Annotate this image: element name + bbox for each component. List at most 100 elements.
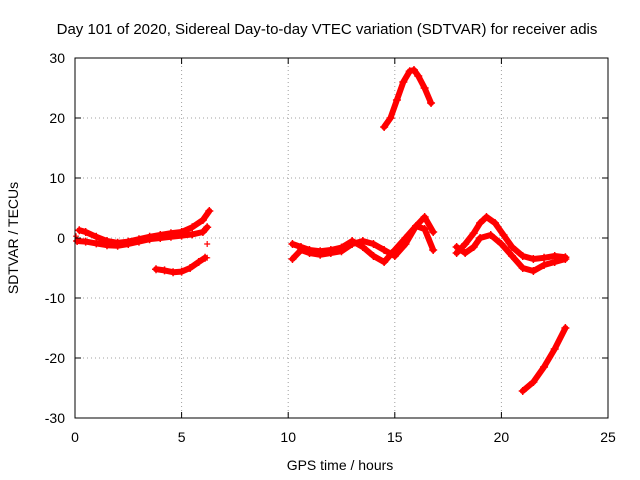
data-point (188, 230, 197, 239)
y-tick-label: 30 (49, 50, 65, 66)
data-point (518, 387, 527, 395)
data-point (550, 258, 559, 266)
data-point (124, 237, 133, 246)
data-point (529, 255, 538, 263)
data-point (427, 99, 436, 107)
data-point (288, 255, 297, 263)
data-point (160, 266, 169, 275)
data-point (529, 378, 538, 386)
data-point (540, 253, 549, 262)
data-point (497, 240, 506, 248)
data-point (409, 66, 418, 74)
data-point (194, 258, 203, 266)
data-point (169, 268, 178, 277)
data-point (399, 78, 408, 86)
data-point (386, 114, 395, 122)
data-point (288, 240, 297, 248)
data-point (469, 229, 478, 238)
y-tick-label: -10 (45, 290, 65, 306)
data-point (380, 258, 389, 266)
data-point (476, 234, 485, 242)
data-point (81, 237, 90, 246)
data-point (166, 229, 175, 238)
data-point (305, 246, 314, 254)
data-point (75, 226, 84, 235)
data-point (461, 240, 470, 248)
data-point (156, 231, 165, 239)
data-point (81, 228, 90, 236)
axis-ticks: 0 5 10 15 20 25 -30 -20 -10 0 10 20 30 (45, 50, 616, 445)
data-point (412, 222, 421, 230)
data-point (518, 252, 527, 260)
data-point (188, 223, 197, 232)
data-point (469, 243, 478, 251)
data-point (420, 213, 429, 221)
x-tick-label: 25 (600, 429, 616, 445)
data-point (529, 267, 538, 275)
x-tick-label: 10 (280, 429, 296, 445)
data-point (390, 246, 399, 254)
data-point (186, 264, 195, 272)
data-point (491, 219, 500, 227)
data-point (177, 267, 186, 276)
data-point (337, 243, 346, 252)
data-point (145, 232, 154, 241)
data-point (326, 246, 335, 254)
data-point (401, 234, 410, 242)
data-point (540, 363, 549, 371)
data-point (348, 237, 357, 245)
data-point (296, 243, 305, 251)
data-point (429, 246, 438, 254)
data-point (92, 232, 101, 241)
data-point (152, 265, 161, 274)
y-axis-label: SDTVAR / TECUs (5, 182, 21, 294)
chart-title: Day 101 of 2020, Sidereal Day-to-day VTE… (57, 21, 598, 38)
x-tick-label: 5 (178, 429, 186, 445)
x-tick-label: 15 (387, 429, 403, 445)
y-tick-label: 0 (57, 230, 65, 246)
data-point (198, 216, 207, 224)
data-point (102, 237, 111, 245)
data-point (420, 84, 429, 92)
data-point (499, 231, 508, 239)
data-point (508, 243, 517, 251)
x-tick-label: 20 (494, 429, 510, 445)
data-point (461, 249, 470, 257)
data-point (486, 231, 495, 239)
data-point (420, 225, 429, 233)
isolated-data-point (204, 254, 211, 261)
data-point (518, 264, 527, 272)
data-point (369, 240, 378, 248)
data-point (482, 213, 491, 221)
data-point (380, 123, 389, 131)
data-point (561, 324, 570, 332)
x-axis-label: GPS time / hours (287, 457, 394, 473)
x-tick-label: 0 (71, 429, 79, 445)
data-point (405, 67, 414, 76)
data-point (540, 261, 549, 269)
plot-frame (74, 57, 609, 419)
y-tick-label: 20 (49, 110, 65, 126)
data-point (113, 238, 122, 247)
y-tick-label: 10 (49, 170, 65, 186)
data-point (177, 228, 186, 236)
data-point (198, 228, 207, 236)
isolated-data-point (204, 241, 211, 247)
data-point (508, 252, 517, 260)
y-tick-label: -20 (45, 350, 65, 366)
series-late-descending (519, 325, 569, 394)
data-point (392, 96, 401, 104)
data-point (561, 255, 570, 263)
data-point (203, 223, 212, 232)
data-point (134, 235, 143, 244)
data-point (358, 243, 367, 251)
data-point (369, 252, 378, 260)
y-tick-label: -30 (45, 410, 65, 426)
data-point (316, 247, 325, 256)
data-point (550, 345, 559, 353)
data-point (452, 243, 461, 251)
data-point (380, 246, 389, 254)
data-point (205, 207, 214, 215)
data-series (73, 66, 570, 395)
